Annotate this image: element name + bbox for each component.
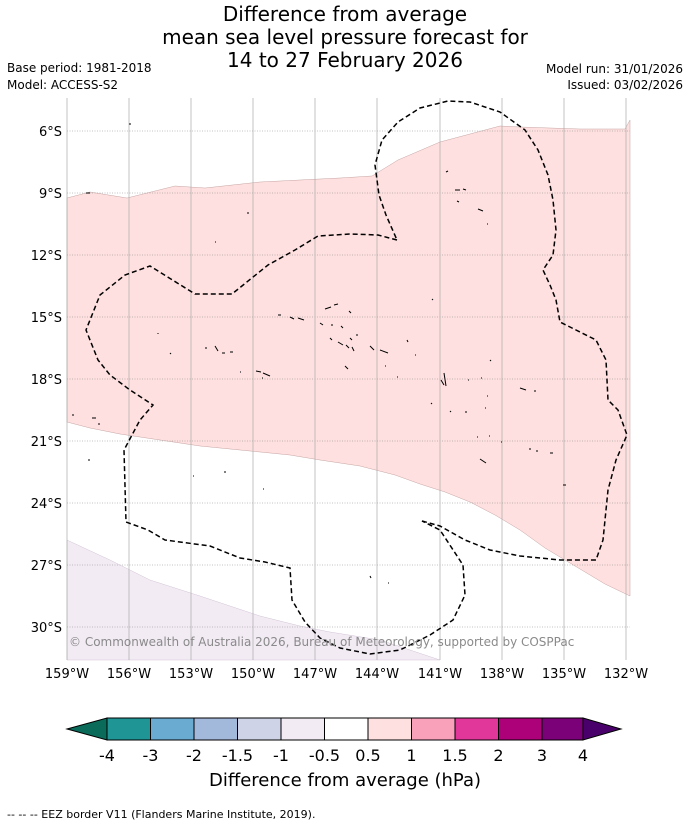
eez-border-pitcairn xyxy=(374,100,628,561)
lat-label-9s: 9°S xyxy=(39,187,62,202)
colorbar-tick-label: 1.5 xyxy=(442,746,467,765)
lat-label-15s: 15°S xyxy=(31,311,62,326)
colorbar-min-arrow xyxy=(65,717,108,741)
colorbar-tick-label: -1.5 xyxy=(222,746,253,765)
lon-label-135w: 135°W xyxy=(542,667,586,682)
meridians xyxy=(66,98,627,660)
colorbar-tick-label: 3 xyxy=(537,746,547,765)
lat-label-12s: 12°S xyxy=(31,249,62,264)
colorbar-bin xyxy=(280,717,325,741)
lon-label-147w: 147°W xyxy=(293,667,337,682)
colorbar-tick-label: -3 xyxy=(143,746,159,765)
colorbar-ticks: -4 -3 -2 -1.5 -1 -0.5 0.5 1 1.5 2 3 4 xyxy=(99,746,588,765)
colorbar-tick-label: -0.5 xyxy=(309,746,340,765)
colorbar-bin xyxy=(411,717,456,741)
colorbar-bin xyxy=(324,717,369,741)
title-line-1: Difference from average xyxy=(222,2,468,26)
lon-label-153w: 153°W xyxy=(169,667,213,682)
base-period: Base period: 1981-2018 xyxy=(7,61,152,75)
colorbar-tick-label: 2 xyxy=(493,746,503,765)
latitude-labels: 6°S 9°S 12°S 15°S 18°S 21°S 24°S 27°S 30… xyxy=(31,125,62,636)
lon-label-159w: 159°W xyxy=(45,667,89,682)
colorbar-bin xyxy=(106,717,151,741)
colorbar-bin xyxy=(150,717,195,741)
colorbar-bin xyxy=(498,717,543,741)
lat-label-18s: 18°S xyxy=(31,373,62,388)
model-run: Model run: 31/01/2026 xyxy=(545,62,683,76)
colorbar-tick-label: -4 xyxy=(99,746,115,765)
colorbar-bin xyxy=(193,717,238,741)
map-area xyxy=(66,98,631,661)
title-line-3: 14 to 27 February 2026 xyxy=(227,48,463,72)
lat-label-24s: 24°S xyxy=(31,497,62,512)
lat-label-6s: 6°S xyxy=(39,125,62,140)
lon-label-156w: 156°W xyxy=(107,667,151,682)
lon-label-138w: 138°W xyxy=(480,667,524,682)
lon-label-144w: 144°W xyxy=(355,667,399,682)
colorbar-bin xyxy=(454,717,499,741)
issued-date: Issued: 03/02/2026 xyxy=(567,78,683,92)
colorbar-tick-label: 4 xyxy=(578,746,588,765)
colorbar xyxy=(65,717,623,741)
colorbar-tick-label: -2 xyxy=(186,746,202,765)
lon-label-132w: 132°W xyxy=(604,667,648,682)
colorbar-tick-label: -1 xyxy=(273,746,289,765)
lon-label-150w: 150°W xyxy=(231,667,275,682)
colorbar-tick-label: 1 xyxy=(406,746,416,765)
copyright-notice: © Commonwealth of Australia 2026, Bureau… xyxy=(69,635,574,649)
colorbar-label: Difference from average (hPa) xyxy=(208,770,482,791)
lat-label-27s: 27°S xyxy=(31,559,62,574)
lat-label-30s: 30°S xyxy=(31,621,62,636)
colorbar-bin xyxy=(541,717,584,741)
lat-label-21s: 21°S xyxy=(31,435,62,450)
positive-anomaly-region xyxy=(66,119,631,597)
longitude-labels: 159°W 156°W 153°W 150°W 147°W 144°W 141°… xyxy=(45,667,648,682)
colorbar-max-arrow xyxy=(582,717,623,741)
colorbar-bin xyxy=(367,717,412,741)
title-line-2: mean sea level pressure forecast for xyxy=(162,25,528,49)
lon-label-141w: 141°W xyxy=(418,667,462,682)
colorbar-bin xyxy=(237,717,282,741)
model-name: Model: ACCESS-S2 xyxy=(7,78,119,92)
eez-border-note: -- -- -- EEZ border V11 (Flanders Marine… xyxy=(7,808,316,821)
islands xyxy=(72,123,566,584)
colorbar-tick-label: 0.5 xyxy=(355,746,380,765)
